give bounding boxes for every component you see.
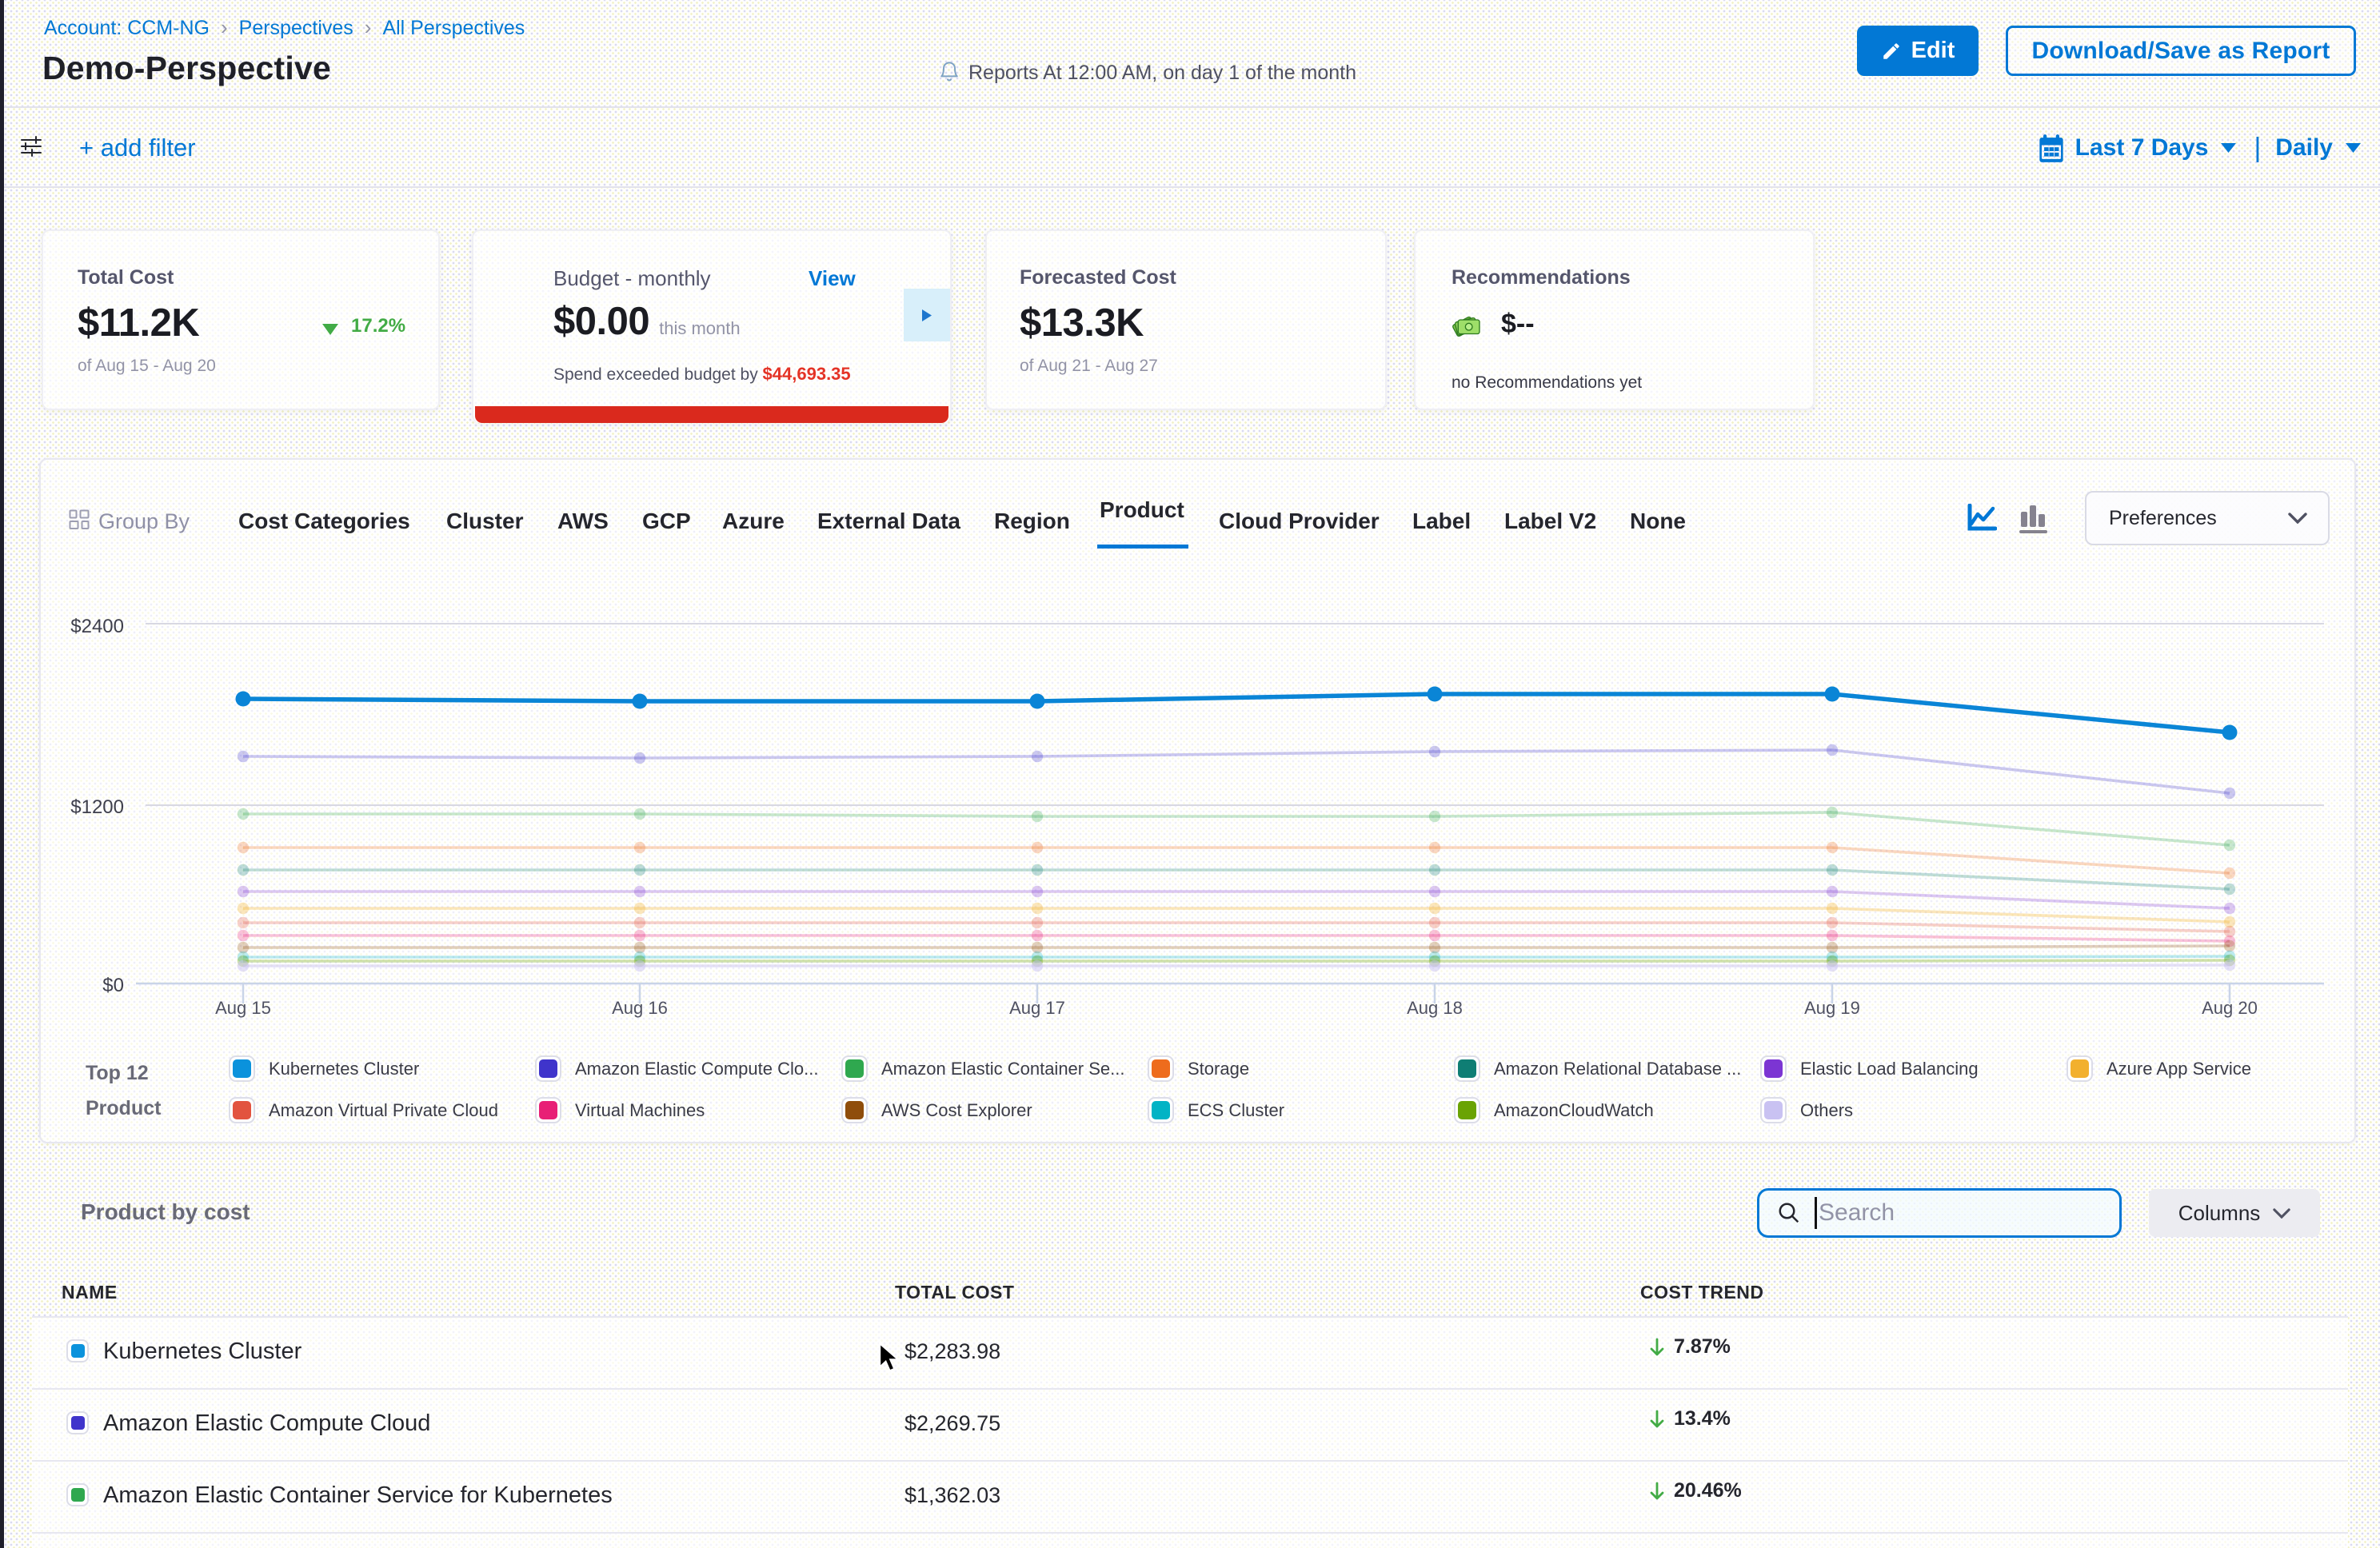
svg-text:Aug 17: Aug 17 [1009,998,1065,1018]
svg-text:Aug 18: Aug 18 [1407,998,1463,1018]
svg-text:$1200: $1200 [70,796,124,818]
svg-text:$2400: $2400 [70,616,124,637]
svg-text:Aug 16: Aug 16 [612,998,668,1018]
svg-text:Aug 15: Aug 15 [215,998,271,1018]
svg-text:$0: $0 [102,975,124,996]
svg-text:Aug 19: Aug 19 [1804,998,1860,1018]
svg-text:Aug 20: Aug 20 [2202,998,2258,1018]
